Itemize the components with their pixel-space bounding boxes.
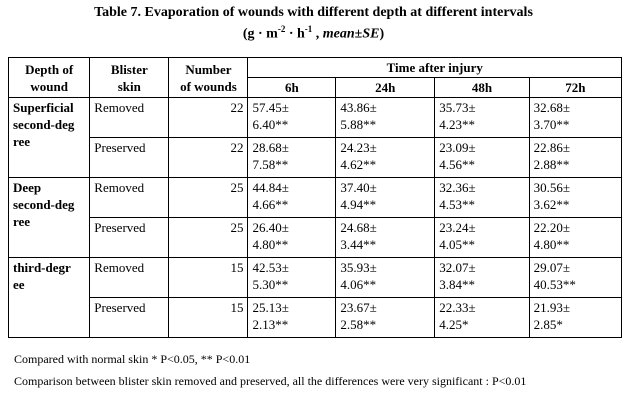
- value-cell: 25.13± 2.13**: [247, 297, 337, 338]
- value-cell: 22.86± 2.88**: [528, 137, 623, 178]
- separator: ,: [312, 26, 323, 42]
- count-cell: 15: [168, 257, 249, 298]
- count-cell: 25: [168, 217, 249, 258]
- header-cell: 48h: [434, 77, 530, 98]
- value-cell: 32.36± 4.53**: [434, 177, 530, 218]
- data-row: Superficial second-deg ree Removed 22 57.45…: [7, 97, 623, 178]
- header-cell: 6h: [247, 77, 337, 98]
- value-cell: 32.68± 3.70**: [528, 97, 623, 138]
- header-row: Depth of wound Blister skin Number of woun…: [7, 57, 622, 98]
- depth-cell: Deep second-deg ree: [7, 177, 91, 258]
- value-cell: 26.40± 4.80**: [247, 217, 337, 258]
- footnotes: Compared with normal skin * P<0.05, ** P…: [14, 348, 526, 392]
- blister-cell: Preserved: [89, 297, 170, 338]
- count-cell: 25: [168, 177, 249, 218]
- header-row: 6h 24h 48h 72h: [9, 77, 623, 98]
- data-row: third-degr ee Removed 15 42.53± 5.30** 35.93…: [7, 257, 623, 338]
- value-cell: 28.68± 7.58**: [247, 137, 337, 178]
- blister-cell: Preserved: [89, 217, 170, 258]
- value-cell: 21.93± 2.85*: [528, 297, 623, 338]
- data-row: Preserved 25 26.40± 4.80** 24.68± 3.44** 23.…: [9, 217, 623, 258]
- exponent: -1: [304, 24, 313, 34]
- value-cell: 22.33± 4.25*: [434, 297, 530, 338]
- header-cell: Depth of wound: [7, 57, 91, 98]
- value-cell: 35.73± 4.23**: [434, 97, 530, 138]
- header-cell: 72h: [528, 77, 623, 98]
- footnote: Compared with normal skin * P<0.05, ** P…: [14, 352, 251, 366]
- blister-cell: Preserved: [89, 137, 170, 178]
- blister-cell: Removed: [89, 257, 170, 298]
- data-row: Deep second-deg ree Removed 25 44.84± 4.66*…: [7, 177, 623, 258]
- footnote: Comparison between blister skin removed …: [14, 374, 527, 388]
- header-cell: 24h: [335, 77, 436, 98]
- data-row: Preserved 22 28.68± 7.58** 24.23± 4.62** 23.…: [9, 137, 623, 178]
- depth-cell: third-degr ee: [7, 257, 91, 338]
- value-cell: 32.07± 3.84**: [434, 257, 530, 298]
- count-cell: 15: [168, 297, 249, 338]
- value-cell: 35.93± 4.06**: [335, 257, 436, 298]
- exponent: -2: [277, 24, 286, 34]
- data-table: Depth of wound Blister skin Number of woun…: [7, 57, 623, 338]
- blister-cell: Removed: [89, 97, 170, 138]
- value-cell: 23.24± 4.05**: [434, 217, 530, 258]
- value-cell: 44.84± 4.66**: [247, 177, 337, 218]
- subtitle: (g · m-2 · h-1 , mean±SE): [0, 21, 627, 43]
- value-cell: 57.45± 6.40**: [247, 97, 337, 138]
- value-cell: 42.53± 5.30**: [247, 257, 337, 298]
- table-title: Table 7. Evaporation of wounds with diff…: [0, 4, 627, 43]
- value-cell: 23.67± 2.58**: [335, 297, 436, 338]
- value-cell: 37.40± 4.94**: [335, 177, 436, 218]
- value-cell: 24.23± 4.62**: [335, 137, 436, 178]
- statistic: mean±SE: [322, 26, 380, 42]
- value-cell: 29.07± 40.53**: [528, 257, 623, 298]
- value-cell: 24.68± 3.44**: [335, 217, 436, 258]
- value-cell: 43.86± 5.88**: [335, 97, 436, 138]
- value-cell: 22.20± 4.80**: [528, 217, 623, 258]
- header-cell: Number of wounds: [168, 57, 249, 98]
- unit: (g · m: [242, 26, 278, 42]
- depth-cell: Superficial second-deg ree: [7, 97, 91, 178]
- header-cell: Time after injury: [247, 57, 622, 78]
- value-cell: 30.56± 3.62**: [528, 177, 623, 218]
- unit: ): [379, 26, 385, 42]
- header-cell: Blister skin: [89, 57, 170, 98]
- value-cell: 23.09± 4.56**: [434, 137, 530, 178]
- count-cell: 22: [168, 97, 249, 138]
- blister-cell: Removed: [89, 177, 170, 218]
- unit: · h: [285, 26, 305, 42]
- count-cell: 22: [168, 137, 249, 178]
- title: Table 7. Evaporation of wounds with diff…: [94, 5, 533, 20]
- data-row: Preserved 15 25.13± 2.13** 23.67± 2.58** 22.…: [9, 297, 623, 338]
